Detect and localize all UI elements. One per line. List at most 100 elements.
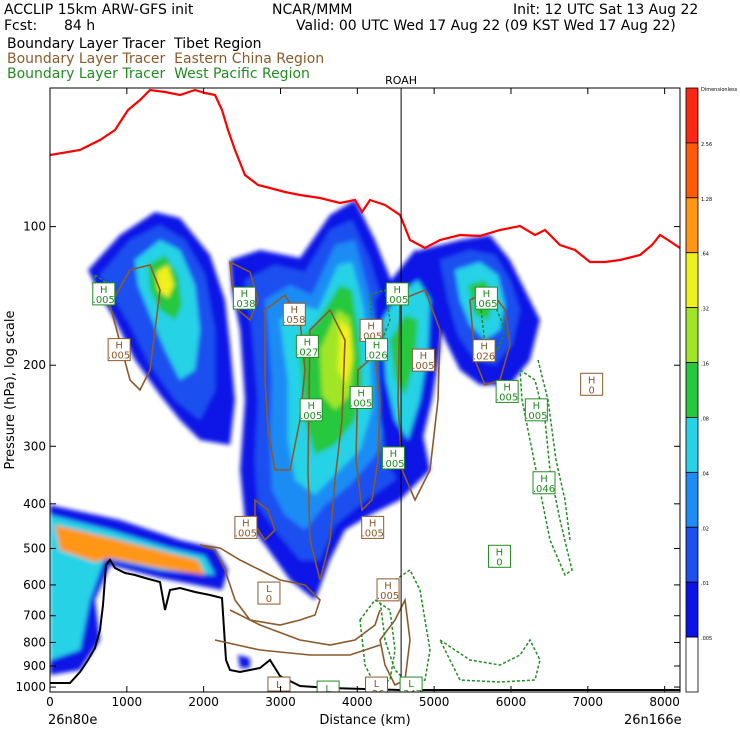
y-tick-label: 600 <box>23 578 46 592</box>
extremum-value: .005 <box>525 411 547 422</box>
y-tick-label: 100 <box>23 220 46 234</box>
y-tick-label: 800 <box>23 635 46 649</box>
colorbar-swatch <box>685 581 699 638</box>
extremum-value: .005 <box>235 528 257 539</box>
extremum-box <box>234 515 258 539</box>
tracer-tibet: Boundary Layer Tracer Tibet Region <box>7 36 262 52</box>
extremum-value: .026 <box>473 352 495 363</box>
colorbar-swatch <box>685 526 699 583</box>
extremum-type: H <box>496 547 504 558</box>
extremum-value: .038 <box>233 299 255 310</box>
extremum-value: .065 <box>475 299 497 310</box>
colorbar-label: .08 <box>701 416 709 422</box>
extremum-type: H <box>503 382 511 393</box>
org-label: NCAR/MMM <box>272 2 353 18</box>
y-tick-label: 400 <box>23 497 46 511</box>
extremum-value: .005 <box>360 331 382 342</box>
colorbar-label: .16 <box>701 362 709 368</box>
colorbar-swatch <box>685 636 699 693</box>
extremum-type: H <box>480 342 488 353</box>
extremum-box <box>376 578 400 602</box>
y-tick-label: 700 <box>23 609 46 623</box>
colorbar: Dimensionless 2.56 1.28 .64 .32 .16 .08 .04 .02.… <box>685 87 738 693</box>
extremum-box <box>385 282 409 306</box>
bl-fill-orange <box>55 525 205 575</box>
extremum-value: .026 <box>365 351 387 362</box>
extremum-type: L <box>276 680 282 691</box>
extremum-box <box>472 339 496 363</box>
x-tick-label: 0 <box>46 695 54 709</box>
extremum-type: H <box>390 449 398 460</box>
extremum-value: .005 <box>300 411 322 422</box>
y-axis-label: Pressure (hPa), log scale <box>3 311 18 470</box>
extremum-box <box>232 286 256 310</box>
extremum-type: H <box>369 518 377 529</box>
x-tick-label: 3000 <box>265 695 296 709</box>
x-tick-label: 1000 <box>112 695 143 709</box>
extremum-box <box>295 334 319 358</box>
colorbar-label: .04 <box>701 471 709 477</box>
colorbar-swatch <box>685 252 699 309</box>
extremum-type: H <box>367 321 375 332</box>
extremum-box <box>349 385 373 409</box>
extremum-value: .005 <box>382 459 404 470</box>
extremum-type: H <box>304 337 312 348</box>
left-endpoint-label: 26n80e <box>48 713 97 728</box>
colorbar-label: 1.28 <box>701 197 712 203</box>
extremum-box <box>580 372 604 396</box>
x-tick-label: 6000 <box>496 695 527 709</box>
forecast-label: Fcst: <box>4 18 38 34</box>
extremum-value: .058 <box>283 315 305 326</box>
roah-green <box>390 315 418 395</box>
extremum-type: H <box>588 375 596 386</box>
extremum-box <box>267 676 291 692</box>
extremum-box <box>495 379 519 403</box>
y-tick-label: 500 <box>23 541 46 555</box>
extremum-box <box>381 446 405 470</box>
extremum-type: H <box>373 341 381 352</box>
extremum-box <box>399 676 423 692</box>
extremum-type: L <box>374 679 380 690</box>
x-axis: 0 1000 2000 3000 4000 5000 6000 7000 8000 <box>46 88 680 709</box>
y-tick-label: 900 <box>23 659 46 673</box>
colorbar-swatch <box>685 142 699 199</box>
extremum-value: .005 <box>350 398 372 409</box>
colorbar-swatch <box>685 307 699 363</box>
extremum-box <box>411 348 435 372</box>
extremum-type: H <box>291 305 299 316</box>
colorbar-swatch <box>685 471 699 528</box>
colorbar-swatch <box>685 197 699 254</box>
extremum-value: .005 <box>108 351 130 362</box>
extremum-value: .046 <box>533 484 555 495</box>
extremum-box <box>361 515 385 539</box>
extremum-value: .005 <box>386 295 408 306</box>
colorbar-label: .64 <box>701 252 709 258</box>
extremum-box <box>365 338 389 362</box>
spot-blue <box>238 655 250 668</box>
colorbar-swatch <box>685 417 699 473</box>
plot-frame <box>49 87 681 693</box>
colorbar-swatch <box>685 362 699 418</box>
y-axis: 100 200 300 400 500 600 700 800 900 1000 <box>15 220 680 694</box>
extremum-type: H <box>533 401 541 412</box>
extremum-box <box>365 676 389 692</box>
extremum-value: 0 <box>588 385 594 396</box>
extremum-value: .027 <box>296 347 318 358</box>
extremum-type: H <box>242 518 250 529</box>
extremum-value: .005 <box>496 392 518 403</box>
extremum-value: .347 <box>400 689 422 700</box>
colorbar-label: .01 <box>701 581 709 587</box>
extremum-type: L <box>408 679 414 690</box>
x-tick-label: 5000 <box>419 695 450 709</box>
extremum-box <box>257 581 281 605</box>
extremum-value: .005 <box>93 295 115 306</box>
spot-left <box>55 620 75 650</box>
valid-time: Valid: 00 UTC Wed 17 Aug 22 (09 KST Wed … <box>296 18 676 34</box>
colorbar-label: Dimensionless <box>701 87 738 93</box>
extremum-value: .005 <box>377 591 399 602</box>
extremum-type: H <box>307 401 315 412</box>
extremum-type: H <box>540 474 548 485</box>
extremum-box <box>92 282 116 306</box>
extremum-type: H <box>420 351 428 362</box>
